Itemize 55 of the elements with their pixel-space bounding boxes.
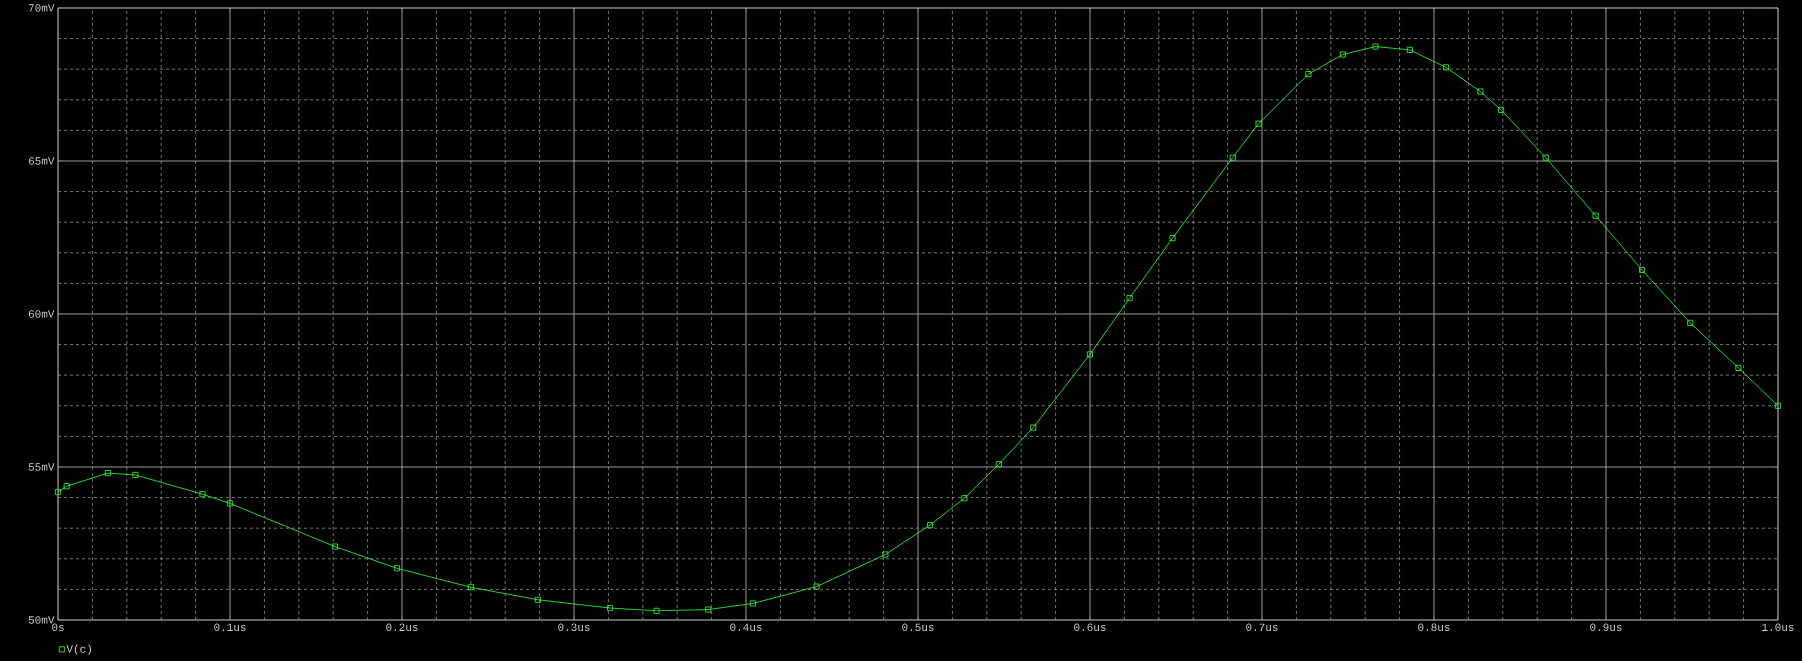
point bbox=[1774, 402, 1781, 409]
point bbox=[927, 522, 934, 529]
y-tick-label: 60mV bbox=[28, 310, 55, 318]
point bbox=[331, 543, 338, 550]
x-tick-label: 0.3us bbox=[558, 623, 590, 631]
x-tick-label: 0.2us bbox=[386, 623, 418, 631]
point bbox=[1372, 43, 1379, 50]
y-tick-label: 55mV bbox=[28, 463, 55, 471]
x-tick-label: 0.9us bbox=[1590, 623, 1622, 631]
point bbox=[132, 471, 139, 478]
point bbox=[1305, 71, 1312, 78]
point bbox=[1639, 266, 1646, 273]
x-tick-label: 0s bbox=[52, 623, 64, 631]
y-tick-label: 65mV bbox=[28, 157, 55, 165]
point bbox=[653, 607, 660, 614]
point bbox=[227, 500, 234, 507]
point bbox=[534, 596, 541, 603]
x-tick-label: 0.4us bbox=[730, 623, 762, 631]
y-tick-label: 50mV bbox=[28, 616, 55, 624]
point bbox=[63, 483, 70, 490]
point bbox=[1687, 319, 1694, 326]
x-tick-label: 0.6us bbox=[1074, 623, 1106, 631]
point bbox=[607, 605, 614, 612]
point bbox=[749, 600, 756, 607]
point bbox=[393, 565, 400, 572]
point bbox=[961, 495, 968, 502]
point bbox=[467, 584, 474, 591]
point bbox=[813, 583, 820, 590]
legend-label: V(c) bbox=[66, 644, 91, 655]
y-tick-label: 70mV bbox=[28, 4, 55, 12]
point bbox=[199, 491, 206, 498]
x-tick-label: 0.7us bbox=[1246, 623, 1278, 631]
point bbox=[1477, 88, 1484, 95]
x-tick-label: 0.5us bbox=[902, 623, 934, 631]
point bbox=[1030, 424, 1037, 431]
x-tick-label: 0.8us bbox=[1418, 623, 1450, 631]
point bbox=[1406, 46, 1413, 53]
point bbox=[1542, 154, 1549, 161]
point bbox=[55, 489, 62, 496]
point bbox=[1169, 235, 1176, 242]
point bbox=[1255, 120, 1262, 127]
point bbox=[1087, 351, 1093, 358]
point bbox=[1443, 64, 1450, 71]
point bbox=[1498, 106, 1505, 113]
point bbox=[104, 470, 111, 477]
point bbox=[882, 551, 889, 558]
point bbox=[995, 461, 1002, 468]
point bbox=[1126, 295, 1133, 302]
point bbox=[1339, 51, 1346, 58]
x-tick-label: 0.1us bbox=[214, 623, 246, 631]
point bbox=[1229, 154, 1236, 161]
point bbox=[705, 606, 712, 613]
point bbox=[1592, 212, 1599, 219]
x-tick-label: 1.0us bbox=[1762, 623, 1794, 631]
point bbox=[1735, 364, 1742, 371]
